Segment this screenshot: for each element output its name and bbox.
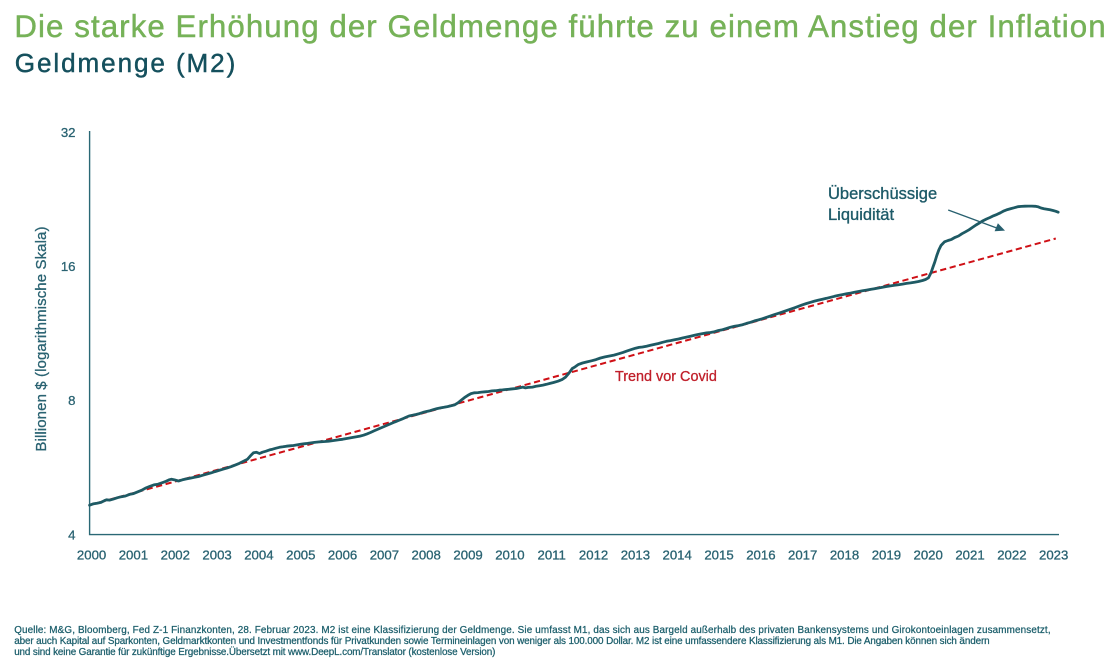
svg-text:2009: 2009 [453,548,482,563]
svg-text:2020: 2020 [914,548,943,563]
svg-text:2007: 2007 [370,548,399,563]
svg-text:2015: 2015 [704,548,733,563]
svg-text:16: 16 [61,259,76,274]
svg-text:2023: 2023 [1039,548,1068,563]
svg-text:2017: 2017 [788,548,817,563]
svg-text:2005: 2005 [286,548,315,563]
svg-text:2022: 2022 [997,548,1026,563]
svg-text:2001: 2001 [119,548,148,563]
svg-text:2010: 2010 [495,548,524,563]
svg-text:2008: 2008 [412,548,441,563]
svg-text:2011: 2011 [538,548,566,563]
svg-text:8: 8 [68,393,75,408]
svg-text:2016: 2016 [746,548,775,563]
svg-text:2004: 2004 [244,548,273,563]
svg-text:2006: 2006 [328,548,357,563]
svg-text:2013: 2013 [621,548,650,563]
svg-text:2019: 2019 [872,548,901,563]
svg-text:4: 4 [68,528,75,543]
svg-text:2002: 2002 [161,548,190,563]
svg-text:32: 32 [61,125,76,140]
svg-text:2018: 2018 [830,548,859,563]
svg-text:2000: 2000 [77,548,106,563]
svg-text:2012: 2012 [579,548,608,563]
svg-text:2014: 2014 [663,548,692,563]
svg-text:2003: 2003 [202,548,231,563]
svg-text:2021: 2021 [955,548,984,563]
